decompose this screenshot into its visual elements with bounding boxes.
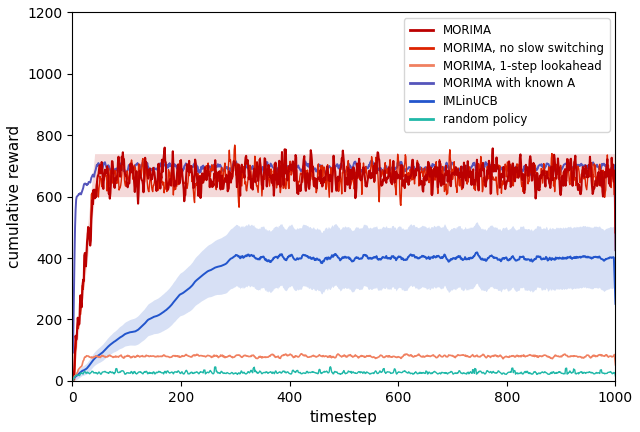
MORIMA, no slow switching	[493, 190, 501, 195]
random policy	[69, 378, 77, 383]
Line: random policy: random policy	[73, 367, 616, 380]
MORIMA	[493, 155, 500, 160]
IMLinUCB	[612, 301, 620, 306]
MORIMA, 1-step lookahead	[442, 354, 450, 359]
Line: MORIMA: MORIMA	[73, 148, 616, 378]
Line: IMLinUCB: IMLinUCB	[73, 252, 616, 379]
MORIMA, no slow switching	[289, 167, 297, 172]
Line: MORIMA, 1-step lookahead: MORIMA, 1-step lookahead	[73, 354, 616, 380]
MORIMA, no slow switching	[70, 378, 77, 383]
Legend: MORIMA, MORIMA, no slow switching, MORIMA, 1-step lookahead, MORIMA with known A: MORIMA, MORIMA, no slow switching, MORIM…	[404, 18, 609, 132]
MORIMA with known A	[442, 162, 450, 167]
MORIMA with known A	[230, 158, 238, 163]
MORIMA, 1-step lookahead	[124, 353, 132, 358]
Line: MORIMA, no slow switching: MORIMA, no slow switching	[73, 145, 616, 380]
IMLinUCB	[473, 250, 481, 255]
MORIMA, 1-step lookahead	[289, 354, 296, 359]
IMLinUCB	[502, 255, 510, 260]
MORIMA with known A	[493, 165, 500, 171]
IMLinUCB	[493, 255, 500, 260]
MORIMA	[161, 145, 168, 150]
random policy	[442, 370, 450, 375]
MORIMA with known A	[308, 165, 316, 170]
MORIMA, 1-step lookahead	[502, 354, 510, 359]
MORIMA, no slow switching	[612, 248, 620, 253]
MORIMA	[289, 159, 297, 164]
MORIMA with known A	[502, 165, 510, 171]
MORIMA, no slow switching	[309, 175, 317, 181]
MORIMA with known A	[289, 168, 297, 174]
IMLinUCB	[442, 254, 449, 259]
random policy	[326, 364, 334, 369]
MORIMA, 1-step lookahead	[493, 353, 500, 358]
MORIMA, no slow switching	[443, 192, 451, 197]
Y-axis label: cumulative reward: cumulative reward	[7, 125, 22, 268]
MORIMA with known A	[124, 165, 132, 170]
IMLinUCB	[124, 330, 132, 336]
IMLinUCB	[308, 257, 316, 262]
MORIMA	[308, 169, 316, 174]
MORIMA, no slow switching	[503, 165, 511, 171]
MORIMA, 1-step lookahead	[612, 362, 620, 368]
MORIMA, 1-step lookahead	[69, 377, 77, 382]
MORIMA	[124, 181, 132, 186]
random policy	[124, 371, 132, 376]
random policy	[502, 372, 510, 377]
MORIMA, no slow switching	[231, 143, 239, 148]
IMLinUCB	[69, 377, 77, 382]
MORIMA	[502, 181, 510, 187]
MORIMA, 1-step lookahead	[298, 351, 305, 356]
random policy	[289, 368, 296, 373]
random policy	[612, 374, 620, 379]
MORIMA	[442, 163, 450, 168]
MORIMA, 1-step lookahead	[308, 353, 316, 358]
X-axis label: timestep: timestep	[310, 410, 378, 425]
MORIMA	[69, 375, 77, 380]
MORIMA	[612, 230, 620, 235]
MORIMA with known A	[612, 248, 620, 253]
random policy	[493, 371, 500, 376]
MORIMA, no slow switching	[69, 377, 77, 382]
MORIMA with known A	[69, 350, 77, 355]
MORIMA, no slow switching	[125, 179, 132, 184]
IMLinUCB	[289, 253, 296, 258]
random policy	[308, 369, 316, 375]
Line: MORIMA with known A: MORIMA with known A	[73, 161, 616, 353]
